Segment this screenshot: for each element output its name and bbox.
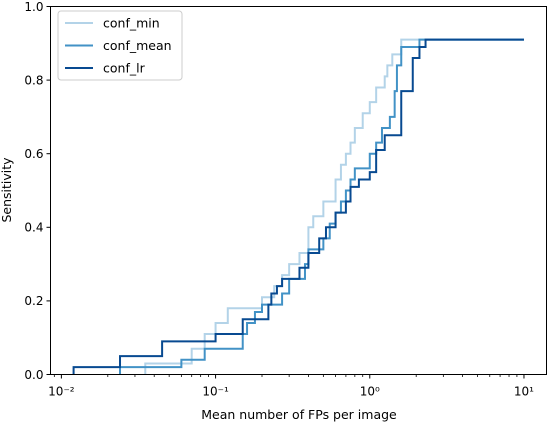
y-tick-label: 0.8 — [24, 73, 43, 87]
y-tick-label: 0.2 — [24, 294, 43, 308]
series-line-conf_mean — [119, 38, 524, 375]
y-tick-label: 0.0 — [24, 368, 43, 382]
legend-label-conf_min: conf_min — [103, 16, 160, 31]
y-tick-label: 0.4 — [24, 221, 43, 235]
legend-box — [57, 10, 183, 81]
y-tick-label: 0.6 — [24, 147, 43, 161]
x-tick-label: 10¹ — [514, 385, 534, 399]
x-tick-label: 10⁻² — [48, 385, 75, 399]
ticks-layer: 10⁻² 10⁻¹ 10⁰ 10¹ 0.0 0.2 0.4 0.6 0.8 1.0 — [24, 0, 534, 399]
x-tick-label: 10⁻¹ — [202, 385, 229, 399]
series-line-conf_min — [144, 38, 524, 375]
y-axis-label: Sensitivity — [0, 157, 14, 223]
x-axis-label: Mean number of FPs per image — [201, 407, 397, 422]
legend-label-conf_lr: conf_lr — [103, 61, 146, 76]
x-tick-label: 10⁰ — [360, 385, 380, 399]
series-layer — [72, 38, 524, 375]
y-tick-label: 1.0 — [24, 0, 43, 14]
legend: conf_min conf_mean conf_lr — [57, 10, 183, 81]
series-line-conf_lr — [72, 38, 524, 375]
legend-label-conf_mean: conf_mean — [103, 38, 172, 53]
